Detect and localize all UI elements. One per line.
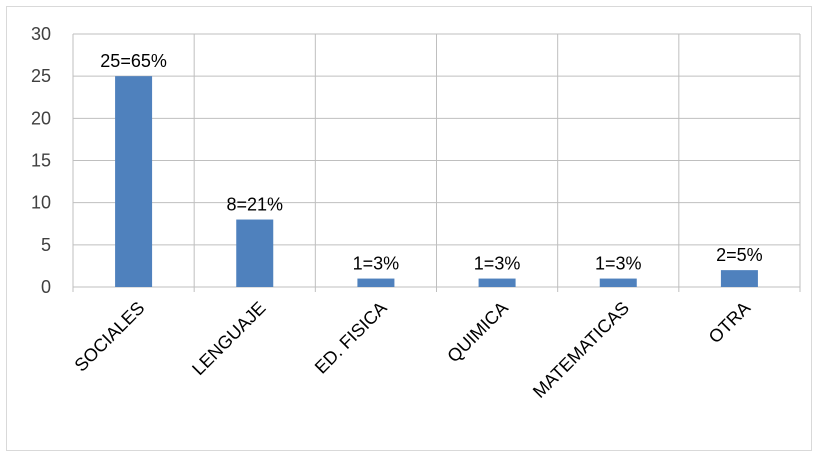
bar-otra (720, 270, 758, 287)
bar-sociales (115, 76, 153, 288)
x-category-label: SOCIALES (71, 298, 149, 376)
y-tick-label: 25 (31, 66, 51, 86)
data-label: 1=3% (595, 254, 642, 274)
data-label: 8=21% (226, 195, 283, 215)
data-label: 1=3% (474, 254, 521, 274)
bar-ed-fisica (357, 278, 395, 287)
y-tick-label: 10 (31, 193, 51, 213)
bars-layer (115, 76, 758, 288)
data-label: 1=3% (353, 254, 400, 274)
x-category-label: QUIMICA (443, 298, 512, 367)
x-category-label: ED. FISICA (311, 298, 391, 378)
grid-layer (72, 33, 801, 292)
x-category-label: MATEMATICAS (529, 298, 633, 402)
data-label: 2=5% (716, 245, 763, 265)
y-tick-label: 5 (41, 235, 51, 255)
y-axis-ticks: 0 5 10 15 20 25 30 (31, 24, 51, 297)
x-category-label: OTRA (705, 298, 755, 348)
x-axis-categories: SOCIALES LENGUAJE ED. FISICA QUIMICA MATEMAT… (71, 298, 755, 402)
bar-matematicas (599, 278, 637, 287)
data-label: 25=65% (100, 51, 167, 71)
y-tick-label: 0 (41, 277, 51, 297)
data-labels: 25=65% 8=21% 1=3% 1=3% 1=3% 2=5% (100, 51, 762, 273)
y-tick-label: 15 (31, 151, 51, 171)
y-tick-label: 20 (31, 108, 51, 128)
x-category-label: LENGUAJE (188, 298, 269, 379)
bar-quimica (478, 278, 516, 287)
y-tick-label: 30 (31, 24, 51, 44)
bar-lenguaje (236, 219, 274, 287)
